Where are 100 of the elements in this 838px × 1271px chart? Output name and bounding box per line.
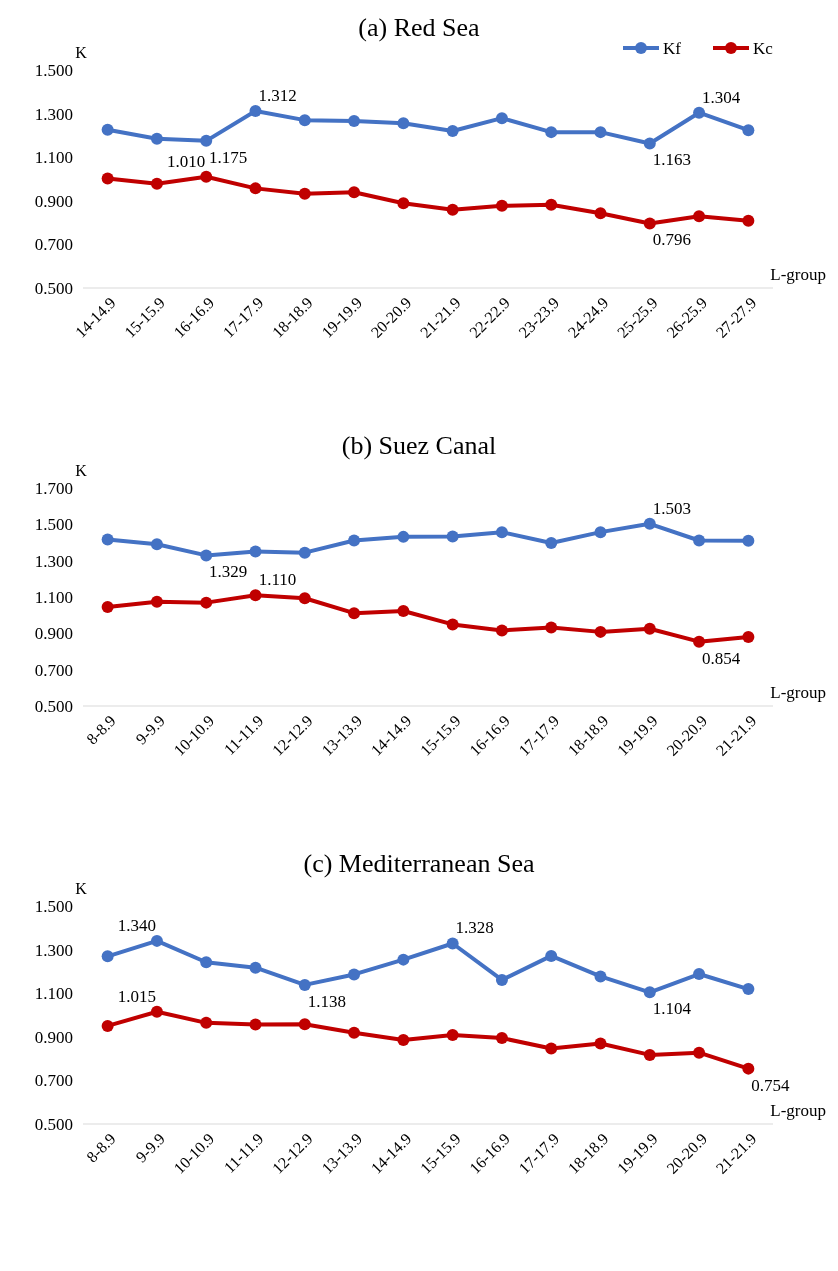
data-label: 1.175	[209, 147, 248, 167]
point	[150, 177, 163, 190]
point	[594, 970, 607, 983]
point	[643, 622, 656, 635]
point	[348, 534, 361, 547]
point	[348, 186, 361, 199]
point	[495, 973, 508, 986]
point	[150, 934, 163, 947]
point	[101, 600, 114, 613]
point	[693, 968, 706, 981]
point	[643, 137, 656, 150]
point	[693, 534, 706, 547]
y-tick-label: 1.500	[34, 60, 73, 80]
point	[495, 1032, 508, 1045]
data-label: 1.329	[209, 562, 248, 582]
point	[397, 530, 410, 543]
legend-label: Kc	[753, 38, 774, 58]
point	[249, 545, 262, 558]
legend-label: Kf	[663, 38, 682, 58]
data-label: 0.854	[701, 648, 741, 668]
point	[348, 1026, 361, 1039]
y-tick-label: 1.700	[34, 478, 73, 498]
y-axis-title: K	[75, 462, 88, 479]
point	[101, 533, 114, 546]
point	[298, 592, 311, 605]
point	[200, 170, 213, 183]
point	[742, 534, 755, 547]
y-tick-label: 0.900	[34, 191, 73, 211]
point	[298, 114, 311, 127]
point	[693, 210, 706, 223]
y-tick-label: 0.500	[34, 696, 73, 716]
point	[594, 1037, 607, 1050]
point	[446, 125, 459, 138]
point	[545, 1042, 558, 1055]
point	[150, 595, 163, 608]
chart-title: (c) Mediterranean Sea	[303, 849, 535, 878]
y-tick-label: 0.500	[34, 278, 73, 298]
y-axis-title: K	[75, 880, 88, 897]
data-label: 1.110	[258, 570, 297, 590]
point	[249, 1018, 262, 1031]
y-tick-label: 1.300	[34, 104, 73, 124]
data-label: 1.340	[117, 915, 157, 935]
point	[594, 126, 607, 139]
point	[446, 203, 459, 216]
point	[643, 517, 656, 530]
data-label: 1.312	[258, 85, 297, 105]
y-tick-label: 0.700	[34, 660, 73, 680]
point	[446, 937, 459, 950]
point	[545, 537, 558, 550]
point	[348, 607, 361, 620]
point	[249, 961, 262, 974]
point	[742, 124, 755, 137]
point	[150, 538, 163, 551]
data-label: 1.104	[652, 999, 692, 1019]
point	[643, 217, 656, 230]
point	[742, 214, 755, 227]
y-tick-label: 1.300	[34, 551, 73, 571]
point	[150, 132, 163, 145]
point	[397, 197, 410, 210]
point	[200, 956, 213, 969]
point	[348, 115, 361, 128]
point	[397, 1034, 410, 1047]
point	[298, 1018, 311, 1031]
point	[594, 207, 607, 220]
point	[200, 549, 213, 562]
point	[200, 1016, 213, 1029]
point	[742, 983, 755, 996]
y-tick-label: 1.100	[34, 587, 73, 607]
point	[348, 968, 361, 981]
point	[397, 117, 410, 130]
y-axis-title: K	[75, 44, 88, 61]
point	[249, 104, 262, 117]
y-tick-label: 1.300	[34, 940, 73, 960]
point	[693, 106, 706, 119]
point	[594, 625, 607, 638]
point	[397, 953, 410, 966]
y-tick-label: 0.500	[34, 1114, 73, 1134]
y-tick-label: 0.700	[34, 1071, 73, 1091]
point	[200, 134, 213, 147]
point	[446, 1029, 459, 1042]
y-tick-label: 1.500	[34, 515, 73, 535]
y-tick-label: 0.900	[34, 624, 73, 644]
point	[249, 589, 262, 602]
point	[150, 1005, 163, 1018]
point	[545, 198, 558, 211]
point	[693, 1046, 706, 1059]
point	[545, 126, 558, 139]
point	[397, 604, 410, 617]
point	[446, 530, 459, 543]
point	[594, 526, 607, 539]
data-label: 1.304	[701, 87, 741, 107]
point	[446, 618, 459, 631]
y-tick-label: 0.700	[34, 235, 73, 255]
data-label: 0.796	[652, 230, 691, 250]
point	[495, 624, 508, 637]
point	[298, 978, 311, 991]
point	[101, 123, 114, 136]
data-label: 0.754	[751, 1075, 790, 1095]
point	[693, 635, 706, 648]
point	[495, 526, 508, 539]
